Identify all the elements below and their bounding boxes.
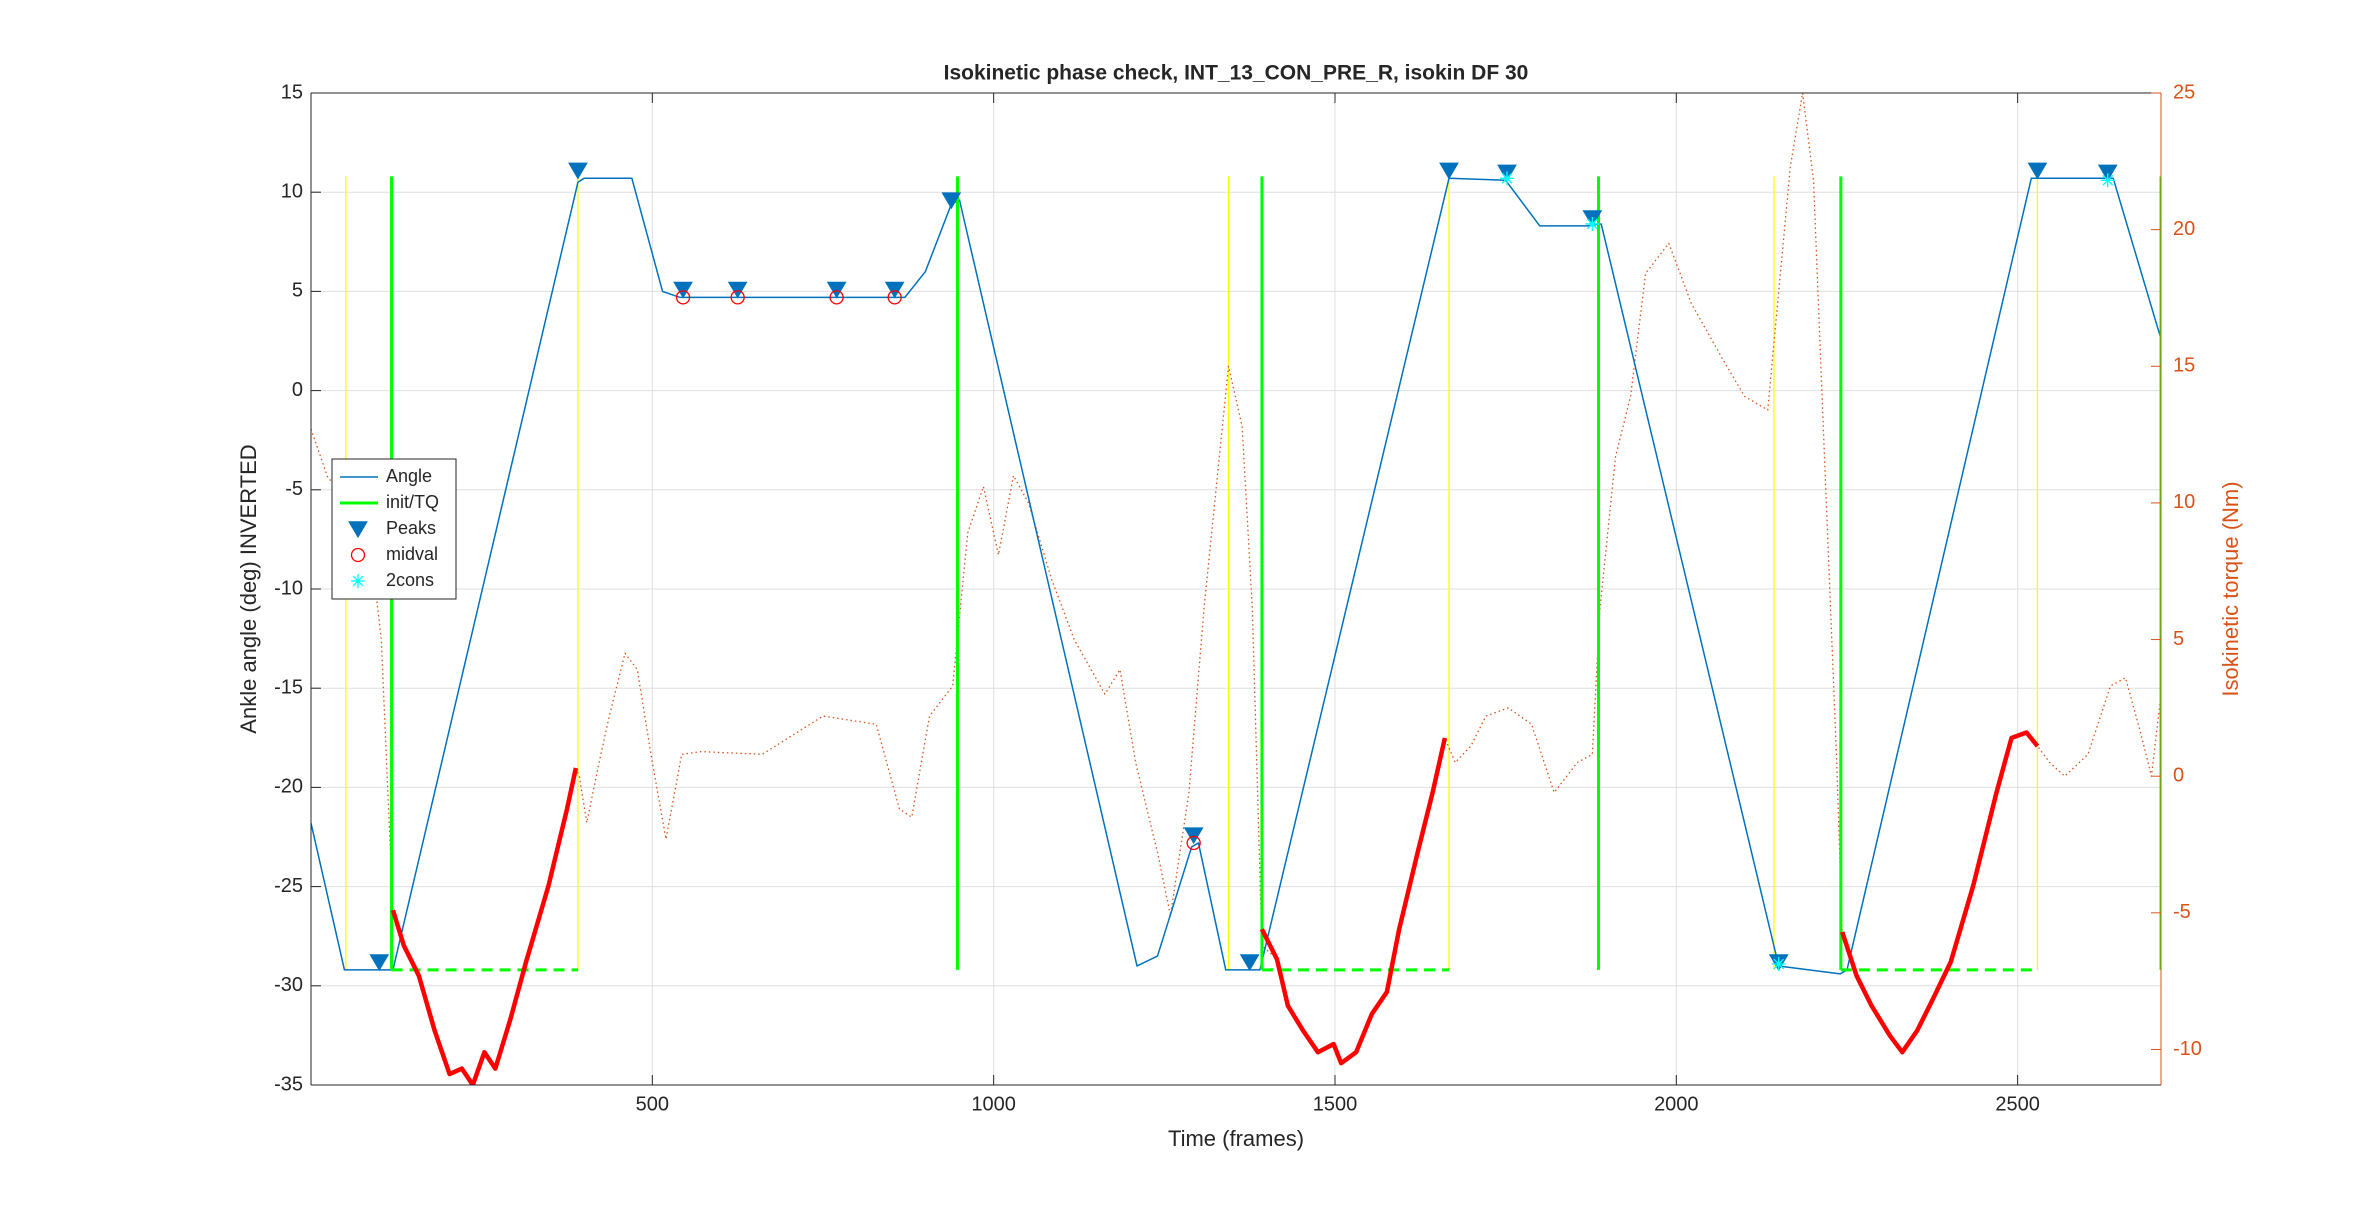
y-tick-label: 5 xyxy=(292,280,303,302)
legend-label: init/TQ xyxy=(386,492,439,512)
x-tick-label: 1000 xyxy=(971,1093,1016,1115)
peak-marker xyxy=(1183,827,1204,845)
midval-marker xyxy=(829,290,844,305)
x-tick-label: 2500 xyxy=(1995,1093,2040,1115)
midval-marker xyxy=(675,290,691,305)
y-tick-label: -20 xyxy=(274,776,303,798)
phase-line xyxy=(390,767,579,1085)
y-tick-label: -25 xyxy=(274,875,303,897)
cons-marker xyxy=(2100,173,2115,188)
x-tick-label: 500 xyxy=(636,1093,669,1115)
chart-title: Isokinetic phase check, INT_13_CON_PRE_R… xyxy=(944,62,1529,85)
y-tick-label: -5 xyxy=(285,478,303,500)
midval-marker xyxy=(1186,835,1201,851)
peak-marker xyxy=(673,281,693,299)
y2-tick-label: 25 xyxy=(2173,81,2195,103)
x-tick-label: 1500 xyxy=(1313,1093,1358,1115)
peak-marker xyxy=(348,521,368,539)
y2-tick-label: 5 xyxy=(2173,628,2184,650)
x-axis-label: Time (frames) xyxy=(1168,1126,1304,1151)
peak-marker xyxy=(1239,954,1260,972)
cons-marker xyxy=(1500,171,1515,186)
midval-marker xyxy=(887,290,902,305)
y-tick-label: -30 xyxy=(274,974,303,996)
peak-marker xyxy=(369,954,390,972)
y-tick-label: 15 xyxy=(281,81,303,103)
peak-marker xyxy=(2027,162,2048,180)
phase-line xyxy=(1840,730,2040,1055)
peak-marker xyxy=(568,162,588,180)
phase-line xyxy=(1259,737,1448,1066)
y-tick-label: 0 xyxy=(292,379,303,401)
peak-marker xyxy=(941,192,962,210)
x-tick-label: 2000 xyxy=(1654,1093,1699,1115)
angle-line xyxy=(311,177,2161,975)
cons-marker xyxy=(1771,956,1786,971)
y2-tick-label: 20 xyxy=(2173,218,2195,240)
legend-label: 2cons xyxy=(386,570,434,590)
y-tick-label: -35 xyxy=(274,1073,303,1095)
y-tick-label: 10 xyxy=(281,180,303,202)
legend-label: Angle xyxy=(386,466,432,486)
cons-marker xyxy=(351,574,365,588)
legend-label: Peaks xyxy=(386,518,436,538)
peak-marker xyxy=(826,281,847,299)
plot-area xyxy=(311,93,2161,1085)
y2-axis-label: Isokinetic torque (Nm) xyxy=(2218,481,2243,696)
legend-label: midval xyxy=(386,544,438,564)
peak-marker xyxy=(727,281,748,299)
midval-marker xyxy=(350,547,366,563)
peak-marker xyxy=(2097,164,2118,182)
y2-tick-label: 10 xyxy=(2173,491,2195,513)
peak-marker xyxy=(1439,162,1459,180)
y-tick-label: -10 xyxy=(274,577,303,599)
cons-marker xyxy=(1585,216,1600,231)
y2-tick-label: 15 xyxy=(2173,355,2195,377)
y-axis-label: Ankle angle (deg) INVERTED xyxy=(236,444,261,733)
y2-tick-label: -5 xyxy=(2173,901,2191,923)
y2-tick-label: 0 xyxy=(2173,764,2184,786)
midval-marker xyxy=(730,290,745,305)
y-tick-label: -15 xyxy=(274,676,303,698)
peak-marker xyxy=(884,281,905,299)
y2-tick-label: -10 xyxy=(2173,1038,2202,1060)
